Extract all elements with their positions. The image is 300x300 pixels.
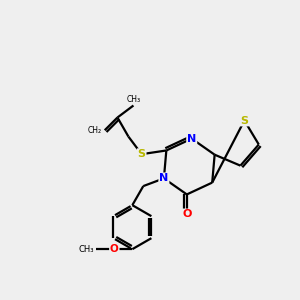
Text: CH₃: CH₃ (126, 94, 140, 103)
Text: CH₂: CH₂ (88, 126, 102, 135)
Text: O: O (182, 209, 191, 219)
Text: N: N (187, 134, 196, 144)
Text: O: O (110, 244, 119, 254)
Text: CH₃: CH₃ (79, 245, 94, 254)
Text: N: N (159, 173, 169, 183)
Text: S: S (240, 116, 248, 125)
Text: S: S (138, 149, 146, 159)
